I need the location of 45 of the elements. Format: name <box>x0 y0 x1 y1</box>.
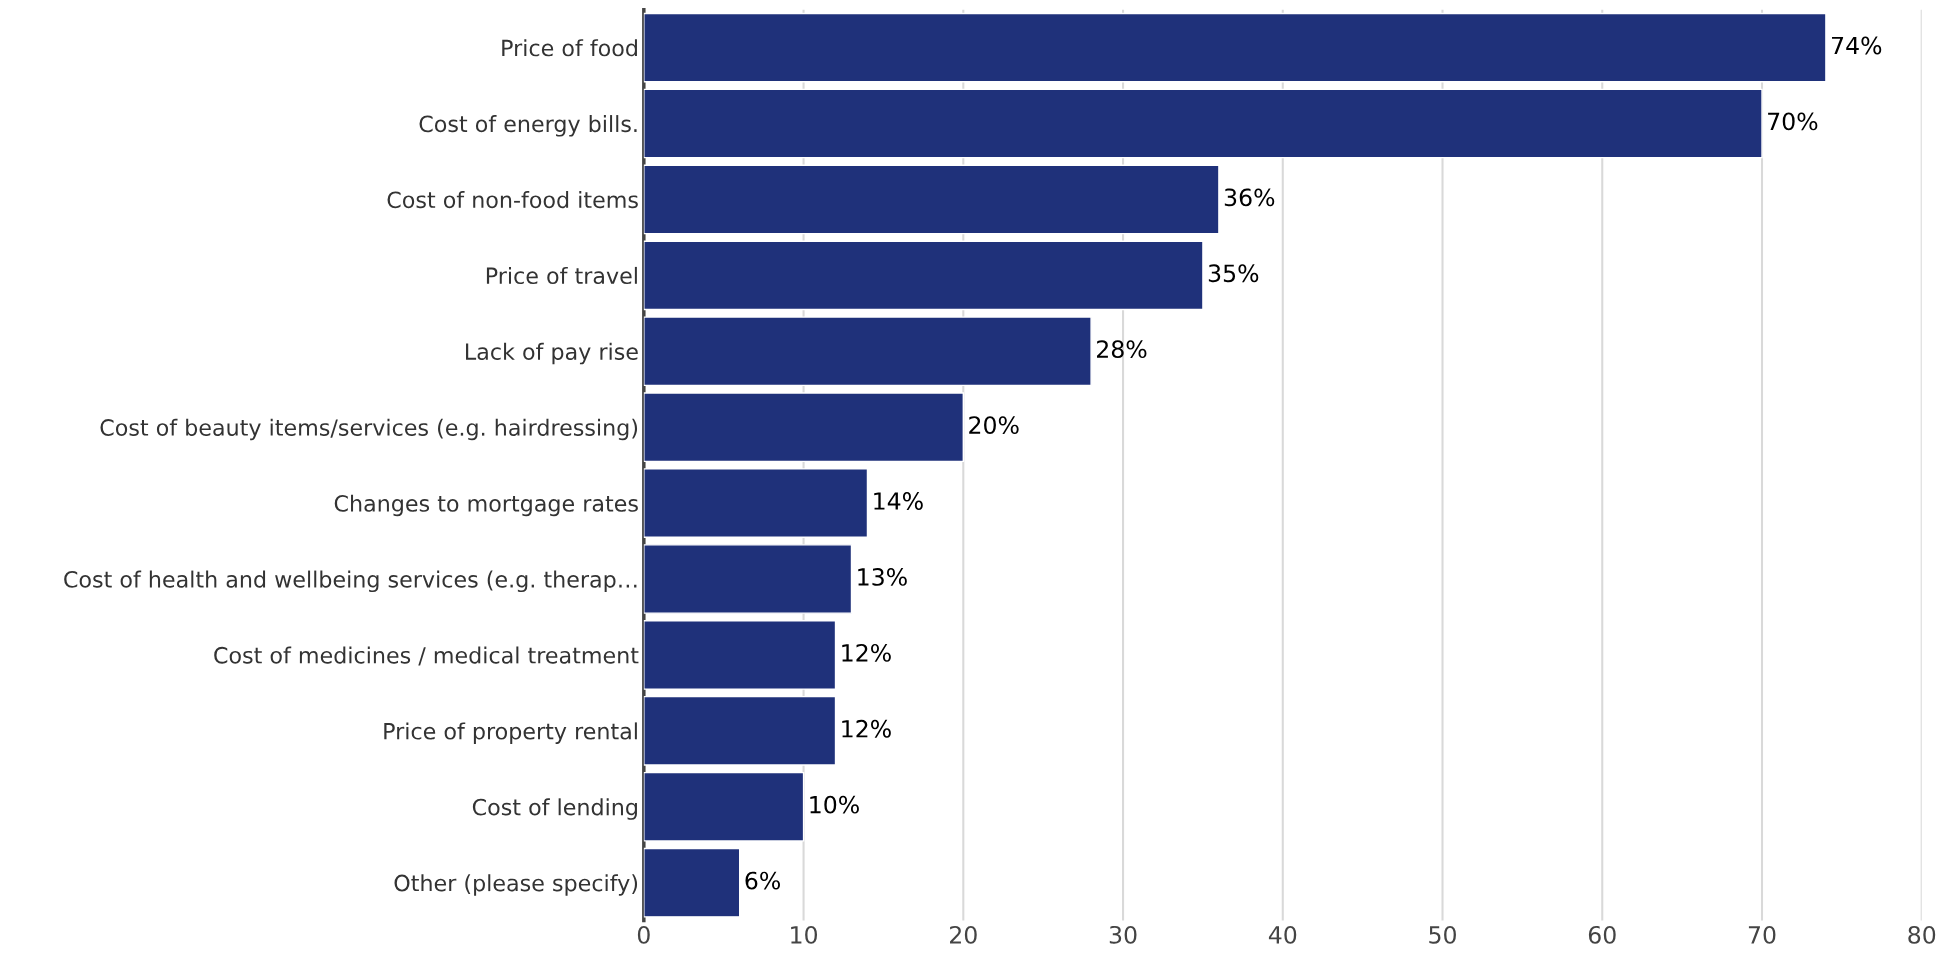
y-tick-label: Cost of medicines / medical treatment <box>214 646 639 666</box>
x-tick-label: 20 <box>950 925 977 944</box>
data-label: 10% <box>810 795 859 814</box>
data-label: 28% <box>1096 340 1147 359</box>
bar <box>643 847 741 918</box>
data-label: 12% <box>842 643 891 662</box>
y-tick-label: Cost of lending <box>472 798 637 820</box>
data-label: 36% <box>1224 188 1275 207</box>
y-tick-label: Cost of beauty items/services (e.g. hairdressing) <box>100 418 638 441</box>
y-tick-label: Cost of non-food items <box>387 190 638 209</box>
data-label: 13% <box>858 567 907 586</box>
y-tick-label: Cost of energy bills. <box>419 115 637 137</box>
bar <box>643 544 853 614</box>
bar <box>643 771 805 842</box>
bar <box>643 240 1204 311</box>
bar <box>643 316 1092 387</box>
bar <box>643 620 837 690</box>
data-label: 6% <box>745 871 780 890</box>
bar <box>643 695 837 766</box>
data-label: 14% <box>874 492 923 510</box>
data-label: 20% <box>969 416 1019 435</box>
bar <box>643 392 965 463</box>
x-tick-label: 10 <box>791 925 818 944</box>
y-tick-label: Price of property rental <box>384 722 637 744</box>
y-tick-label: Cost of health and wellbeing services (e.g. therap… <box>64 570 637 593</box>
bar <box>643 164 1220 235</box>
bar <box>643 468 869 538</box>
x-tick-label: 60 <box>1588 925 1616 944</box>
y-tick-label: Lack of pay rise <box>466 342 638 365</box>
data-label: 74% <box>1832 36 1882 55</box>
y-tick-label: Price of food <box>502 39 637 57</box>
x-tick-label: 30 <box>1109 925 1137 944</box>
y-tick-label: Changes to mortgage rates <box>334 494 638 517</box>
x-tick-label: 80 <box>1908 925 1936 944</box>
x-tick-label: 70 <box>1748 925 1776 944</box>
data-label: 70% <box>1768 112 1818 131</box>
x-tick-label: 0 <box>637 925 650 944</box>
x-tick-label: 40 <box>1268 925 1297 944</box>
x-tick-label: 50 <box>1429 925 1456 944</box>
y-tick-label: Price of travel <box>486 266 637 285</box>
bar <box>643 88 1763 159</box>
bar <box>643 12 1827 83</box>
data-label: 12% <box>842 719 891 738</box>
y-tick-label: Other (please specify) <box>394 874 638 896</box>
data-label: 35% <box>1208 264 1259 283</box>
